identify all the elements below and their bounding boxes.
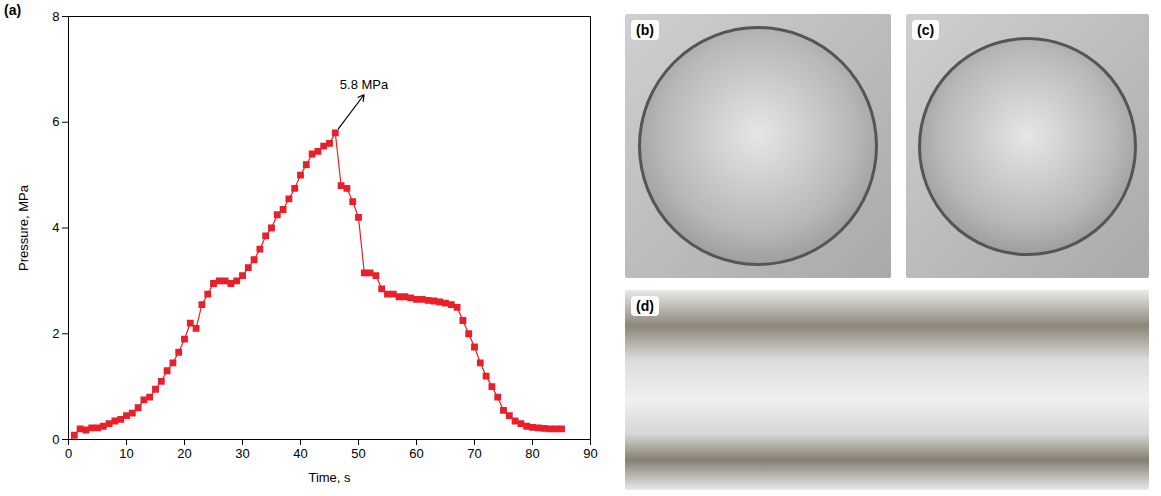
svg-text:80: 80 — [525, 446, 539, 461]
svg-text:4: 4 — [52, 220, 59, 235]
svg-text:90: 90 — [583, 446, 597, 461]
svg-text:6: 6 — [52, 114, 59, 129]
svg-text:0: 0 — [65, 446, 72, 461]
svg-text:2: 2 — [52, 326, 59, 341]
svg-text:40: 40 — [293, 446, 307, 461]
html-text:(c): (c) — [917, 22, 935, 38]
svg-text:20: 20 — [177, 446, 191, 461]
html-text:(a): (a) — [4, 2, 22, 18]
svg-text:Pressure, MPa: Pressure, MPa — [16, 184, 31, 271]
svg-text:60: 60 — [409, 446, 423, 461]
svg-text:8: 8 — [52, 9, 59, 24]
html-text:(d): (d) — [636, 298, 654, 314]
svg-text:Time, s: Time, s — [308, 470, 351, 485]
svg-text:50: 50 — [351, 446, 365, 461]
svg-text:10: 10 — [119, 446, 133, 461]
svg-text:70: 70 — [467, 446, 481, 461]
svg-text:30: 30 — [235, 446, 249, 461]
svg-text:5.8 MPa: 5.8 MPa — [340, 77, 389, 92]
svg-text:0: 0 — [52, 432, 59, 447]
html-text:(b): (b) — [636, 22, 654, 38]
